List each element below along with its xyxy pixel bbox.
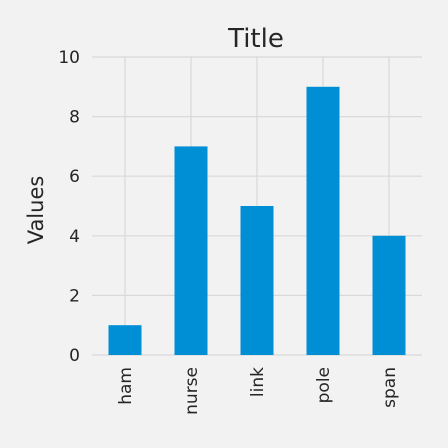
x-tick-label: pole	[314, 367, 334, 403]
y-tick-label: 6	[69, 167, 80, 187]
y-tick-label: 4	[69, 227, 80, 247]
chart-title: Title	[227, 24, 284, 54]
x-tick-label: link	[248, 367, 268, 397]
y-tick-label: 10	[58, 48, 80, 68]
x-axis-ticks: ham nurse link pole span	[116, 367, 400, 415]
y-tick-label: 8	[69, 108, 80, 128]
bar-pole	[306, 86, 340, 356]
y-axis-ticks: 0 2 4 6 8 10	[58, 48, 80, 366]
bar-link	[240, 206, 274, 355]
bars	[108, 86, 406, 356]
bar-ham	[108, 325, 142, 355]
bar-span	[372, 235, 406, 355]
x-tick-label: span	[380, 367, 400, 408]
x-tick-label: ham	[116, 367, 136, 405]
y-tick-label: 2	[69, 286, 80, 306]
y-axis-label: Values	[24, 176, 48, 245]
x-tick-label: nurse	[182, 367, 202, 415]
y-tick-label: 0	[69, 346, 80, 366]
bar-nurse	[174, 146, 208, 355]
